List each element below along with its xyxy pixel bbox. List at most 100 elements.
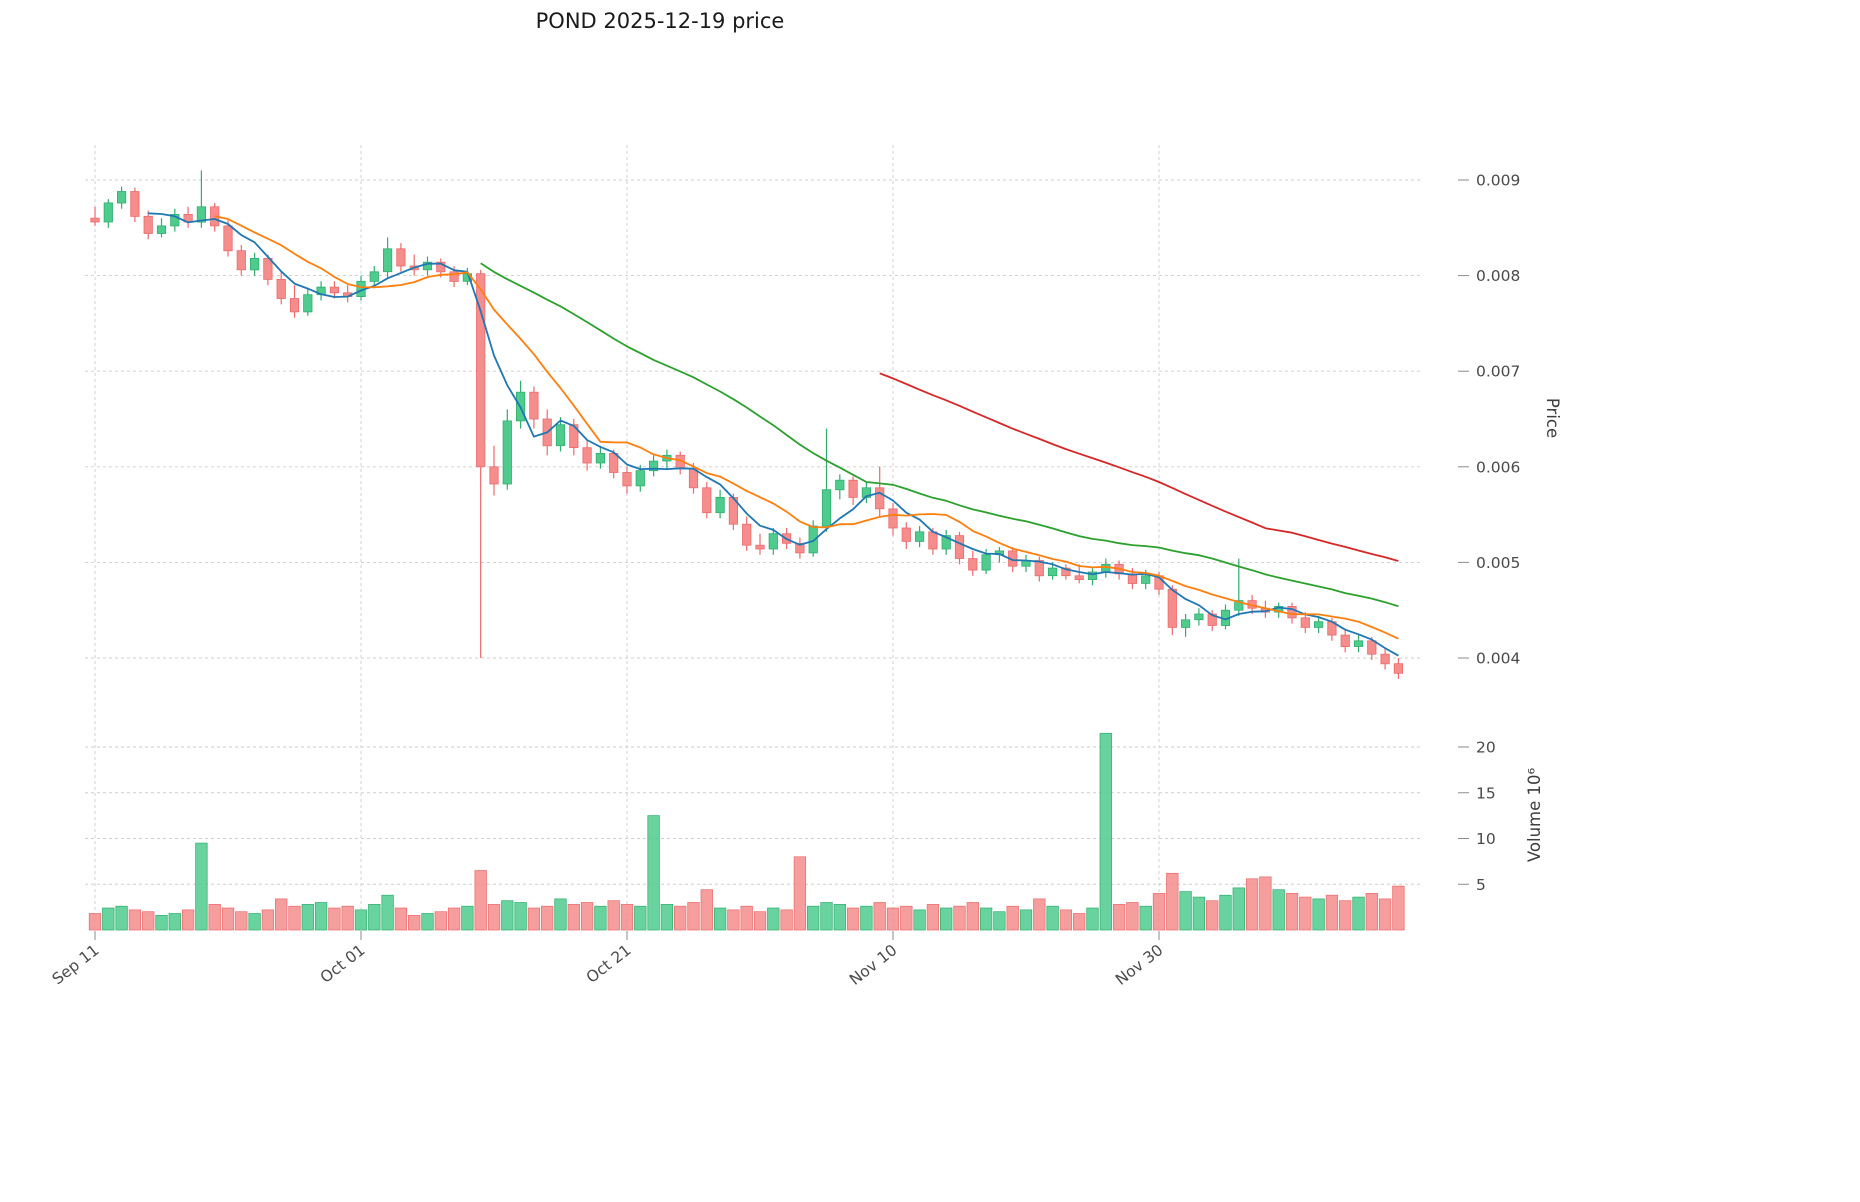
candle-body [289, 298, 300, 313]
volume-bar [886, 907, 900, 931]
volume-bar [235, 911, 248, 931]
volume-bar [1179, 891, 1192, 931]
date-tick-label: Nov 10 [846, 941, 900, 989]
volume-bar [1192, 896, 1206, 931]
candle-body [1234, 600, 1244, 611]
volume-bar [953, 905, 966, 931]
volume-bar [913, 909, 926, 931]
volume-bar [979, 907, 993, 931]
volume-bar [820, 902, 833, 931]
candle-body [715, 496, 725, 514]
volume-bar [740, 905, 753, 931]
volume-bar [1139, 905, 1152, 931]
candle-body [768, 533, 778, 550]
candle-body [742, 523, 752, 546]
volume-bar [115, 905, 128, 931]
candle-body [888, 508, 898, 529]
candle-body [1207, 613, 1217, 626]
volume-bar [554, 898, 567, 931]
volume-bar [142, 911, 155, 931]
volume-axis-title: Volume 10⁶ [1525, 768, 1544, 863]
volume-bar [1086, 907, 1099, 931]
volume-bar [221, 907, 235, 931]
candle-body [622, 472, 632, 487]
volume-bar [487, 904, 501, 931]
volume-bar [647, 815, 660, 931]
volume-bar [341, 905, 354, 931]
volume-bar [1365, 893, 1378, 931]
candle-body [821, 489, 832, 527]
candle-body [755, 544, 765, 550]
candle-body [1287, 606, 1297, 619]
candle-body [569, 424, 579, 449]
volume-bar [1206, 900, 1219, 931]
date-tick-label: Oct 01 [317, 941, 369, 987]
volume-bar [1312, 898, 1325, 931]
candle-body [1340, 634, 1350, 647]
candle-body [808, 525, 818, 554]
date-tick-label: Oct 21 [583, 941, 635, 987]
volume-bar [1259, 876, 1272, 931]
volume-bar [1006, 905, 1019, 931]
price-tick-label: 0.004 [1476, 650, 1520, 668]
candle-body [236, 250, 246, 271]
candle-body [835, 479, 845, 491]
volume-tick-label: 10 [1476, 830, 1496, 848]
volume-bar [1352, 896, 1365, 931]
price-tick-label: 0.005 [1476, 554, 1520, 572]
candle-body [143, 215, 153, 234]
candle-body [436, 261, 446, 273]
candle-body [981, 554, 991, 571]
volume-bar [807, 905, 820, 931]
volume-bar [288, 905, 301, 931]
volume-bar [1232, 887, 1245, 931]
candle-body [449, 271, 459, 282]
candle-body [954, 535, 965, 559]
volume-bar [354, 909, 368, 931]
volume-bar [900, 905, 913, 931]
candle-body [941, 535, 951, 550]
gridlines [85, 145, 1421, 930]
volume-bar [248, 913, 261, 931]
volume-bar [567, 904, 580, 931]
candle-body [1167, 588, 1177, 628]
candle-body [595, 452, 606, 464]
volume-bar [1073, 913, 1086, 931]
volume-tick-label: 5 [1476, 876, 1486, 894]
volume-bar [88, 913, 102, 931]
volume-bar [421, 913, 434, 931]
candle-body [103, 202, 113, 223]
volume-bar [447, 907, 461, 931]
price-axis-title: Price [1543, 398, 1562, 438]
candle-body [901, 527, 911, 542]
volume-bar [1033, 898, 1046, 931]
candle-body [928, 531, 938, 550]
price-tick-label: 0.008 [1476, 267, 1520, 285]
volume-bar [966, 902, 979, 931]
volume-bar [1126, 902, 1139, 931]
candle-body [1380, 653, 1390, 665]
volume-bar [514, 902, 527, 931]
volume-bar [1245, 878, 1259, 931]
volume-bar [301, 904, 314, 931]
volume-bar [1339, 900, 1352, 931]
volume-bar [181, 909, 195, 931]
candle-body [382, 248, 393, 273]
volume-bar [873, 902, 886, 931]
candle-body [1353, 640, 1364, 647]
volume-bar [727, 909, 740, 931]
volume-bar [860, 905, 873, 931]
volume-bar [607, 900, 620, 931]
volume-bar [753, 911, 767, 931]
date-tick-label: Sep 11 [49, 941, 103, 988]
candle-body [117, 191, 127, 204]
moving-average-lines [148, 212, 1399, 657]
volume-bar [394, 907, 408, 931]
candle-body [196, 206, 206, 223]
candle-body [1061, 567, 1071, 577]
volume-bar [1099, 732, 1112, 931]
volume-bar [620, 904, 634, 931]
candle-body [489, 466, 499, 485]
